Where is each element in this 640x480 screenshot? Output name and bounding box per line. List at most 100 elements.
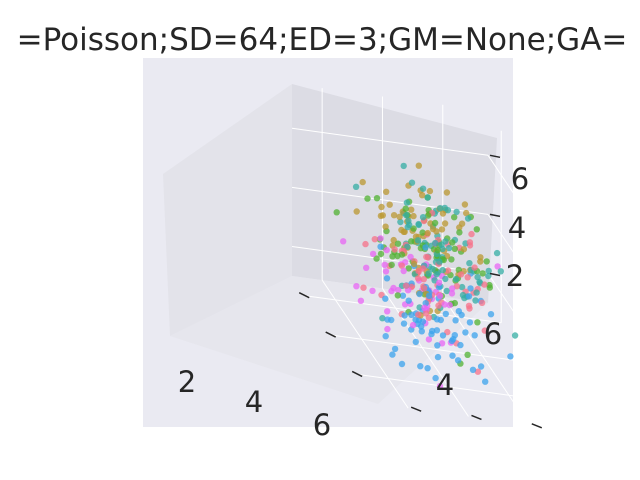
scatter-point-series-5 — [384, 325, 391, 333]
scatter-point-series-4 — [399, 292, 407, 299]
z-tick-label-6: 6 — [511, 162, 529, 196]
scatter-point-series-4 — [432, 374, 439, 382]
scatter-point-series-4 — [424, 365, 431, 372]
scatter-point-series-2 — [333, 209, 340, 216]
scatter-point-series-4 — [462, 329, 469, 336]
scatter-point-series-1 — [463, 209, 470, 217]
scatter-point-series-4 — [466, 319, 474, 326]
scatter-point-series-3 — [403, 212, 410, 219]
scatter-point-series-1 — [458, 220, 466, 227]
scatter-point-series-1 — [400, 228, 407, 235]
scatter-point-series-5 — [449, 285, 456, 292]
scatter-point-series-4 — [412, 316, 419, 323]
scatter-point-series-4 — [408, 311, 415, 318]
scatter-point-series-2 — [425, 212, 432, 219]
wall-x-grid-z-2 — [291, 245, 489, 274]
scatter-point-series-4 — [458, 311, 465, 319]
scatter-point-series-4 — [482, 378, 489, 385]
scatter-point-series-4 — [434, 342, 441, 349]
back-pane-y — [163, 84, 292, 336]
scatter-point-series-2 — [405, 265, 412, 272]
scatter-point-series-2 — [474, 319, 481, 326]
scatter-point-series-1 — [461, 201, 469, 208]
scatter-point-series-3 — [437, 205, 444, 212]
scatter-point-series-2 — [419, 229, 426, 236]
scatter-point-series-3 — [429, 265, 436, 273]
y-tick-label-6: 6 — [484, 317, 502, 351]
scatter-point-series-1 — [443, 189, 451, 196]
scatter-point-series-2 — [483, 258, 490, 265]
scatter-point-series-3 — [379, 315, 386, 322]
scatter-point-series-3 — [466, 260, 473, 267]
scatter-point-series-5 — [407, 253, 414, 261]
x-tick-label-4: 4 — [245, 385, 263, 419]
scatter-point-series-5 — [436, 292, 444, 300]
scatter-point-series-2 — [364, 195, 371, 202]
scatter-point-series-3 — [473, 289, 480, 296]
scatter-point-series-4 — [377, 243, 384, 250]
scatter-point-series-4 — [452, 317, 459, 324]
scatter-point-series-3 — [352, 183, 360, 190]
scatter-point-series-0 — [464, 274, 471, 281]
scatter-point-series-4 — [405, 297, 412, 304]
scatter-point-series-1 — [353, 208, 360, 215]
z-tick-2 — [489, 272, 501, 277]
floor-grid-x-6 — [358, 373, 555, 402]
scatter-point-series-2 — [448, 256, 455, 263]
wall-y-grid-z-6 — [487, 155, 575, 284]
scatter-point-series-4 — [389, 351, 396, 358]
scatter-point-series-5 — [438, 340, 446, 347]
scatter-point-series-4 — [417, 363, 424, 370]
scatter-point-series-3 — [438, 241, 445, 248]
scatter-point-series-1 — [383, 188, 390, 195]
grid-lines — [291, 88, 575, 426]
scatter-point-series-4 — [467, 285, 474, 292]
floor-grid-y-2 — [321, 279, 409, 409]
floor-grid-y-4 — [382, 288, 469, 417]
x-tick-label-6: 6 — [313, 408, 331, 442]
scatter-point-series-5 — [446, 301, 453, 309]
scatter-point-series-2 — [398, 251, 406, 258]
scatter-point-series-3 — [419, 185, 427, 192]
scatter-point-series-0 — [478, 299, 486, 306]
y-tick-4 — [471, 414, 482, 421]
scatter-point-series-1 — [396, 213, 403, 220]
scatter-point-series-0 — [481, 327, 488, 334]
scatter-point-series-4 — [471, 332, 478, 339]
scatter-point-series-3 — [444, 207, 452, 214]
scatter-point-series-4 — [425, 292, 433, 299]
chart-title: =Poisson;SD=64;ED=3;GM=None;GA= — [17, 22, 628, 58]
scatter-point-series-4 — [449, 352, 456, 359]
scatter-point-series-4 — [454, 357, 462, 364]
floor-grid-x-2 — [305, 295, 502, 324]
scatter-point-series-2 — [464, 351, 471, 358]
scatter-point-series-3 — [425, 270, 432, 277]
scatter-point-series-4 — [400, 320, 408, 327]
scatter-point-series-1 — [426, 187, 434, 195]
x-tick-label-2: 2 — [178, 365, 196, 399]
scatter-point-series-3 — [397, 218, 404, 226]
scatter-point-series-3 — [472, 297, 479, 304]
scatter-point-series-3 — [485, 267, 492, 275]
scatter-point-series-4 — [398, 360, 406, 368]
wall-y-grid-z-2 — [487, 273, 575, 402]
scatter-point-series-3 — [452, 275, 460, 283]
scatter-point-series-5 — [377, 235, 384, 242]
scatter-point-series-4 — [384, 316, 391, 323]
scatter-point-series-3 — [400, 162, 407, 170]
y-tick-2 — [410, 406, 422, 412]
scatter-point-series-2 — [451, 214, 458, 221]
scatter-point-series-4 — [419, 318, 427, 325]
scatter-point-series-2 — [456, 229, 463, 236]
scatter-point-series-4 — [477, 363, 485, 370]
y-tick-6 — [531, 423, 543, 429]
scatter-point-series-3 — [432, 239, 439, 247]
scatter-point-series-1 — [460, 246, 468, 253]
floor-pane — [170, 276, 488, 404]
scatter-point-series-5 — [436, 279, 443, 286]
scatter-point-series-0 — [423, 253, 430, 261]
wall-x-grid-z-6 — [291, 127, 489, 156]
scatter-point-series-0 — [481, 281, 488, 288]
scatter-points — [333, 162, 519, 390]
scatter-point-series-4 — [416, 290, 423, 298]
